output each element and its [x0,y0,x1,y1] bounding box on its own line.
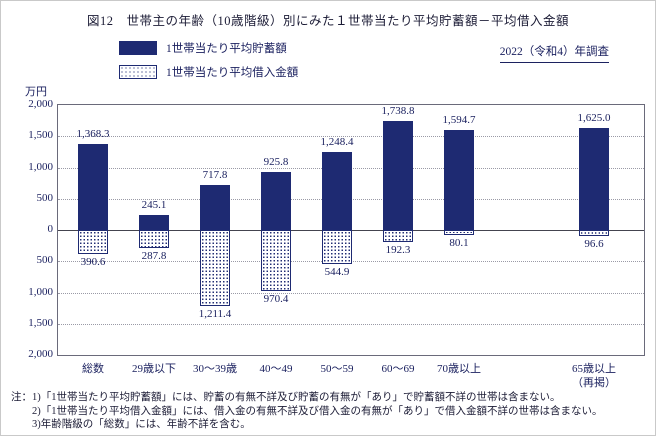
y-tick-label: 2,000 [28,348,53,360]
plot-area: 1,368.3 390.6 総数 245.1 287.8 29歳以下 717.8 1,211.… [57,104,645,389]
borrowing-bar [322,230,352,265]
borrowing-bar [78,230,108,255]
savings-bar [78,144,108,230]
savings-value-label: 1,625.0 [577,112,611,125]
gridline [58,136,644,138]
savings-value-label: 1,368.3 [76,128,110,141]
savings-bar [322,151,352,230]
savings-bar [261,172,291,230]
savings-value-label: 1,738.8 [381,105,415,118]
y-tick-label: 0 [47,223,54,235]
x-tick-label: 29歳以下 [132,363,176,375]
y-axis: 2,000 1,500 1,000 500 0 500 1,000 1,500 2,000 [13,98,54,360]
note-line: 2)「1世帯当たり平均借入金額」には、借入金の有無不詳及び借入金の有無が「あり」… [32,405,603,417]
note-line: 3)年齢階級の「総数」には、年齢不詳を含む。 [32,419,251,430]
gridline [58,323,644,325]
gridline [58,292,644,294]
x-tick-label: 30〜39歳 [193,363,237,375]
borrowing-bar [444,230,474,235]
y-tick-label: 500 [36,254,54,267]
savings-bar [139,214,169,230]
borrowing-bar [261,230,291,291]
savings-value-label: 925.8 [263,156,289,169]
borrowing-value-label: 390.6 [80,256,106,269]
unit-label: 万円 [25,86,47,98]
y-tick-label: 1,500 [28,129,53,142]
y-tick-label: 2,000 [28,98,53,110]
savings-bar [200,185,230,230]
x-tick-label: 総数 [82,363,104,375]
savings-swatch-icon [119,41,157,55]
survey-year-label: 2022（令和4）年調査 [499,43,609,63]
legend: 1世帯当たり平均貯蓄額 1世帯当たり平均借入金額 [119,39,298,87]
legend-item-savings: 1世帯当たり平均貯蓄額 [119,39,298,57]
borrowing-value-label: 80.1 [449,237,469,249]
borrowing-bar [383,230,413,243]
y-tick-label: 500 [36,191,54,204]
chart-title: 図12 世帯主の年齢（10歳階級）別にみた１世帯当たり平均貯蓄額－平均借入金額 [86,14,569,28]
borrowing-legend-label: 1世帯当たり平均借入金額 [166,67,299,79]
y-tick-label: 1,500 [28,316,53,329]
x-tick-label: 60〜69 [381,363,415,375]
savings-value-label: 717.8 [202,169,228,182]
borrowing-swatch-icon [119,65,157,79]
notes: 注：1)「1世帯当たり平均貯蓄額」には、貯蓄の有無不詳及び貯蓄の有無が「あり」で… [11,391,603,432]
borrowing-bar [200,230,230,306]
borrowing-value-label: 1,211.4 [198,307,232,320]
x-tick-label: 50〜59 [320,363,354,375]
borrowing-value-label: 96.6 [584,238,604,251]
savings-value-label: 1,594.7 [442,114,476,127]
savings-value-label: 1,248.4 [320,135,354,148]
savings-bar [383,121,413,230]
borrowing-value-label: 192.3 [385,244,411,257]
note-line: 注：1)「1世帯当たり平均貯蓄額」には、貯蓄の有無不詳及び貯蓄の有無が「あり」で… [11,392,561,403]
borrowing-bar [139,230,169,248]
y-tick-label: 1,000 [28,160,53,173]
borrowing-value-label: 544.9 [324,266,350,279]
x-tick-label: 65歳以上 （再掲） [572,363,616,389]
savings-value-label: 245.1 [141,198,167,211]
y-tick-label: 1,000 [28,285,53,298]
x-tick-label: 70歳以上 [437,363,481,375]
borrowing-value-label: 287.8 [141,249,167,262]
savings-legend-label: 1世帯当たり平均貯蓄額 [166,43,287,55]
x-tick-label: 40〜49 [259,363,293,375]
savings-bar [579,128,609,230]
savings-bar [444,130,474,230]
legend-item-borrowing: 1世帯当たり平均借入金額 [119,63,298,81]
borrowing-bar [579,230,609,237]
borrowing-value-label: 970.4 [263,292,289,305]
